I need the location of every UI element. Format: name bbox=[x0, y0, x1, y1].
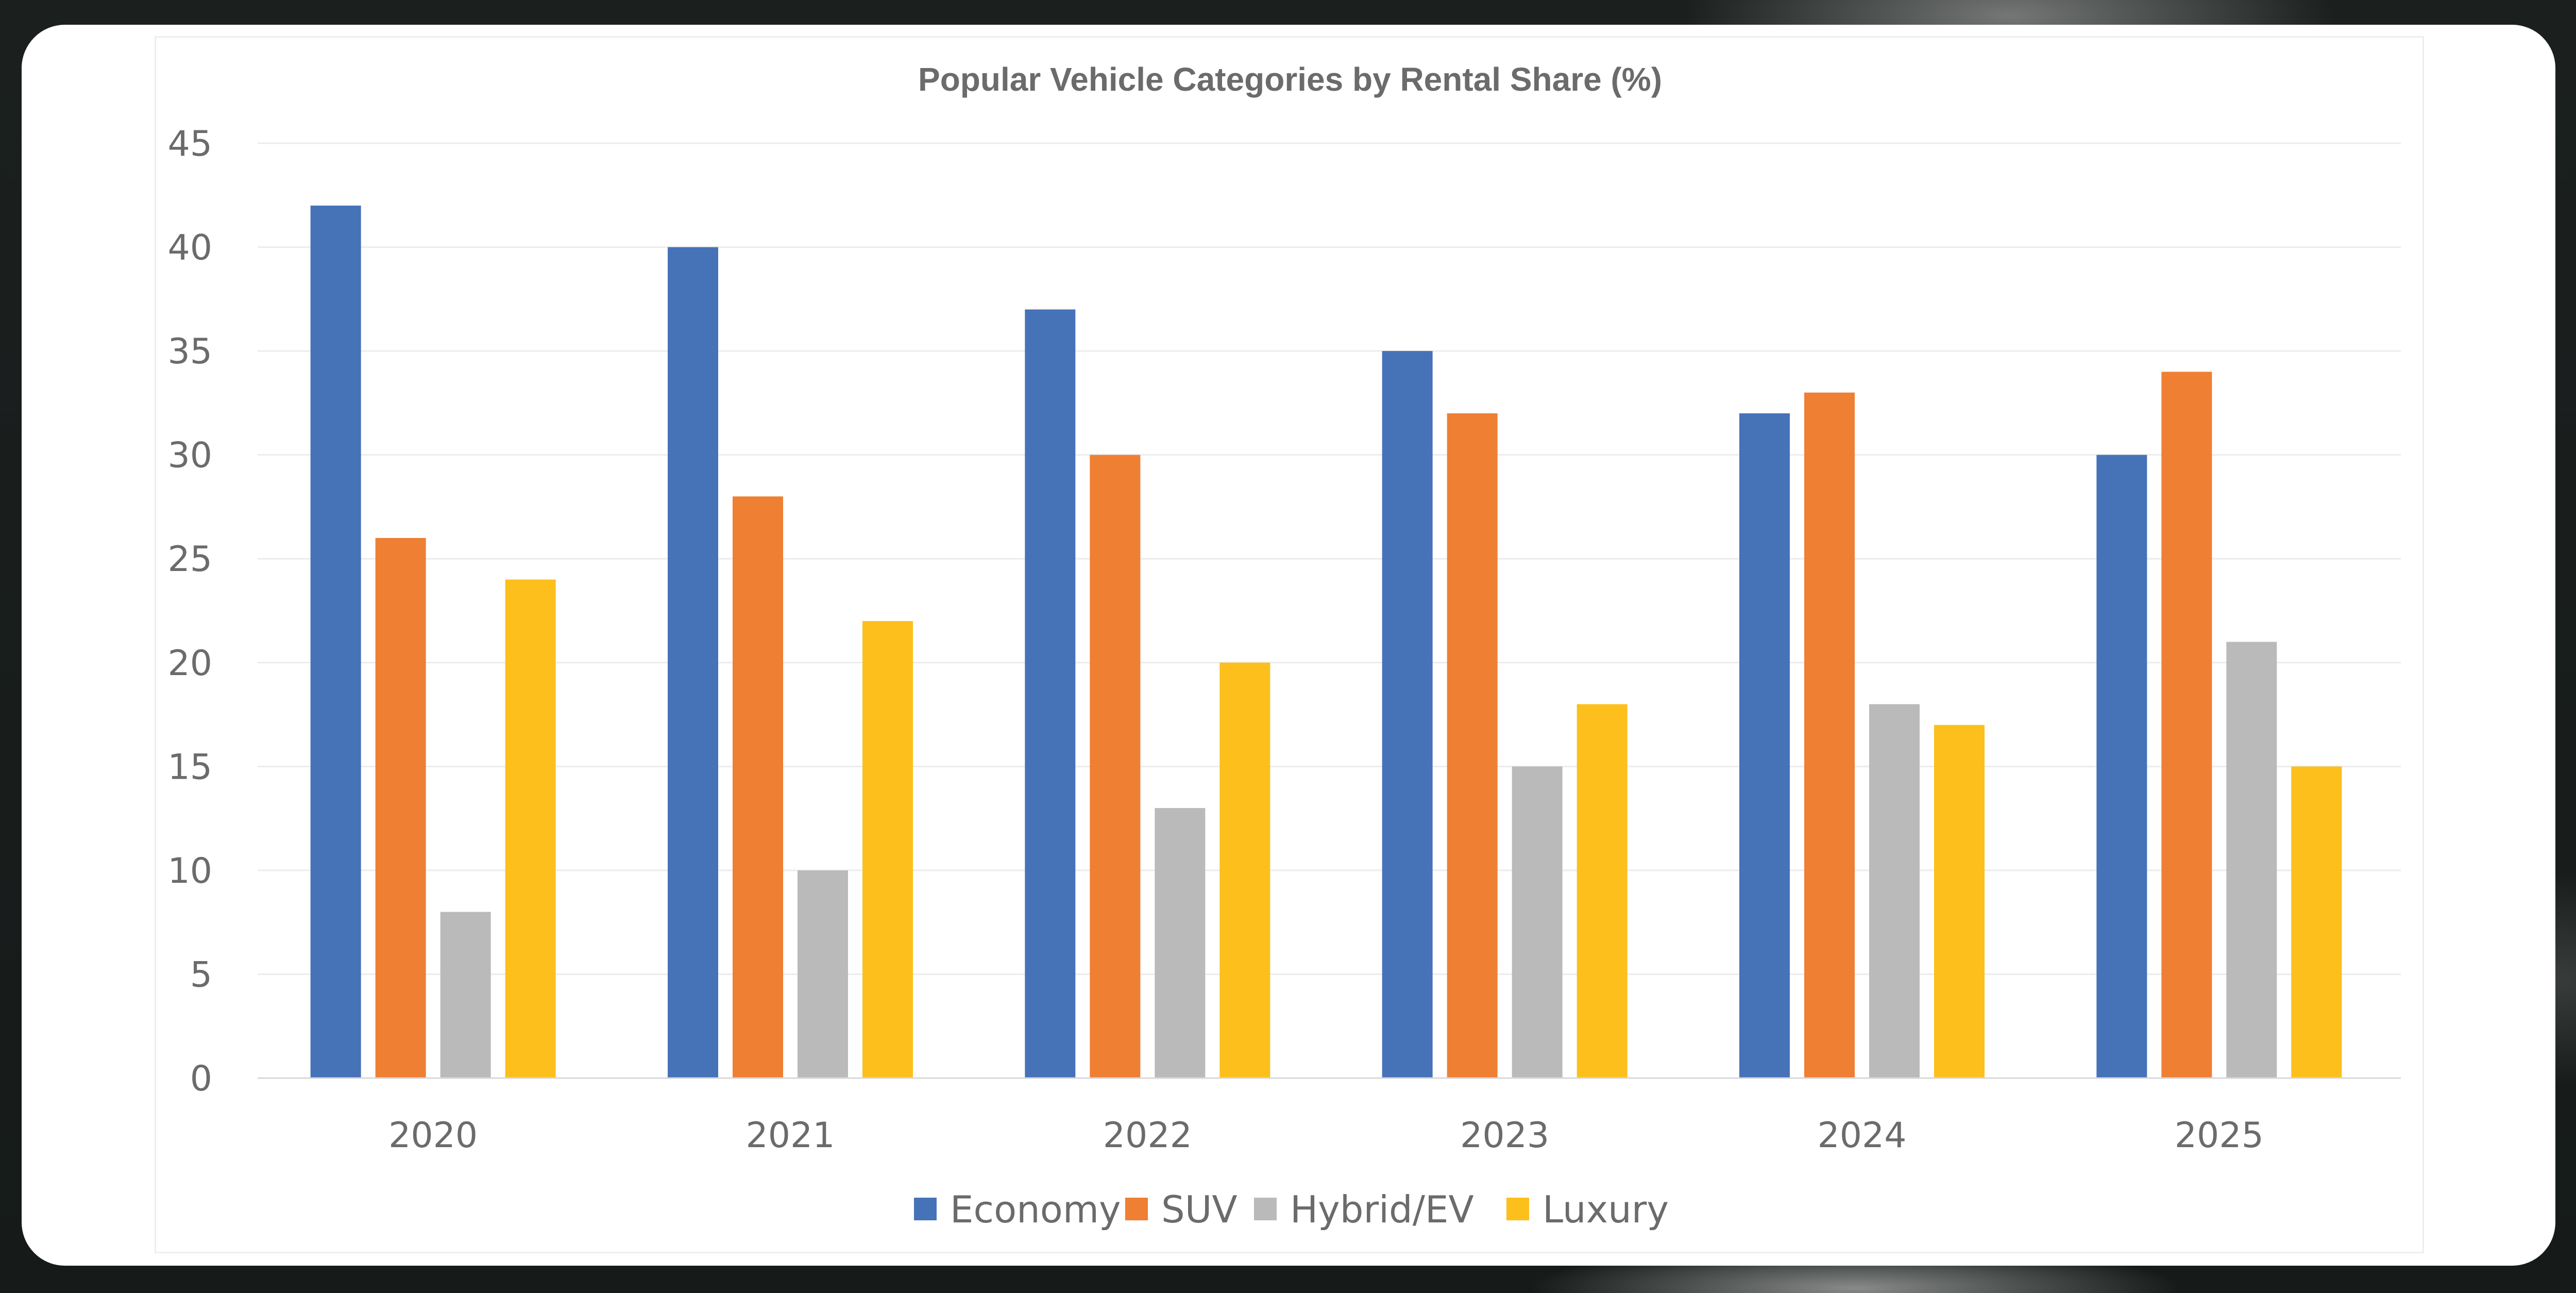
y-tick-label: 5 bbox=[190, 954, 212, 995]
bar-luxury-2025 bbox=[2291, 766, 2342, 1078]
y-tick-label: 15 bbox=[167, 747, 212, 787]
bar-economy-2025 bbox=[2096, 455, 2147, 1078]
y-tick-label: 30 bbox=[167, 435, 212, 476]
legend-label: Hybrid/EV bbox=[1290, 1188, 1474, 1231]
legend-item: Luxury bbox=[1506, 1188, 1669, 1231]
bar-luxury-2022 bbox=[1219, 662, 1270, 1078]
y-tick-label: 35 bbox=[167, 331, 212, 372]
bar-economy-2020 bbox=[310, 205, 361, 1078]
legend-label: Economy bbox=[950, 1188, 1121, 1231]
y-tick-label: 40 bbox=[167, 228, 212, 268]
legend-label: Luxury bbox=[1543, 1188, 1669, 1231]
bar-luxury-2020 bbox=[505, 579, 556, 1078]
bar-economy-2024 bbox=[1739, 413, 1790, 1078]
bars bbox=[310, 205, 2342, 1079]
x-tick-label: 2022 bbox=[1103, 1115, 1192, 1156]
legend-swatch bbox=[1506, 1198, 1529, 1220]
bar-luxury-2024 bbox=[1934, 725, 1985, 1078]
legend-item: SUV bbox=[1125, 1188, 1238, 1231]
legend-swatch bbox=[914, 1198, 937, 1220]
bar-luxury-2021 bbox=[862, 621, 913, 1078]
bar-hybrid-ev-2020 bbox=[440, 912, 491, 1078]
gridlines bbox=[258, 142, 2401, 975]
legend-item: Hybrid/EV bbox=[1254, 1188, 1474, 1231]
bar-suv-2021 bbox=[733, 496, 783, 1079]
y-tick-label: 20 bbox=[167, 643, 212, 684]
bar-suv-2024 bbox=[1804, 392, 1855, 1078]
bar-hybrid-ev-2021 bbox=[798, 870, 848, 1078]
bar-hybrid-ev-2024 bbox=[1869, 704, 1920, 1078]
bar-economy-2022 bbox=[1025, 309, 1076, 1078]
x-tick-label: 2023 bbox=[1460, 1115, 1549, 1156]
bar-economy-2021 bbox=[668, 247, 718, 1078]
bar-hybrid-ev-2022 bbox=[1155, 808, 1206, 1078]
x-tick-label: 2021 bbox=[745, 1115, 835, 1156]
x-axis-ticks: 2020 2021 2022 2023 2024 2025 bbox=[388, 1115, 2264, 1156]
bar-hybrid-ev-2025 bbox=[2226, 642, 2277, 1078]
y-tick-label: 10 bbox=[167, 851, 212, 892]
bar-suv-2025 bbox=[2161, 372, 2212, 1078]
chart-title: Popular Vehicle Categories by Rental Sha… bbox=[918, 61, 1662, 98]
y-tick-label: 0 bbox=[190, 1059, 212, 1099]
x-tick-label: 2020 bbox=[388, 1115, 478, 1156]
bar-suv-2023 bbox=[1447, 413, 1498, 1078]
legend-swatch bbox=[1125, 1198, 1148, 1220]
bar-hybrid-ev-2023 bbox=[1512, 766, 1563, 1078]
legend-label: SUV bbox=[1161, 1188, 1238, 1231]
bar-luxury-2023 bbox=[1577, 704, 1628, 1078]
y-tick-label: 25 bbox=[167, 539, 212, 580]
legend: Economy SUV Hybrid/EV Luxury bbox=[914, 1188, 1669, 1231]
legend-item: Economy bbox=[914, 1188, 1121, 1231]
y-tick-label: 45 bbox=[167, 124, 212, 164]
bar-suv-2020 bbox=[375, 538, 426, 1078]
bar-suv-2022 bbox=[1090, 455, 1141, 1078]
legend-swatch bbox=[1254, 1198, 1277, 1220]
bar-economy-2023 bbox=[1382, 351, 1433, 1078]
x-tick-label: 2025 bbox=[2175, 1115, 2264, 1156]
x-tick-label: 2024 bbox=[1817, 1115, 1906, 1156]
y-axis-ticks: 0 5 10 15 20 25 30 35 40 45 bbox=[167, 124, 212, 1099]
